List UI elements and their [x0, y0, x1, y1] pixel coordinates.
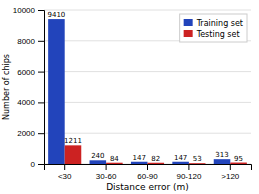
y-tick-mark	[38, 102, 44, 103]
y-tick-mark	[38, 10, 44, 11]
data-label: 147	[174, 154, 187, 162]
data-label: 1211	[64, 137, 82, 145]
legend-box	[180, 14, 247, 42]
x-tick-label: <30	[58, 172, 72, 181]
data-label: 147	[133, 154, 146, 162]
bar	[230, 163, 247, 164]
grid-line	[44, 10, 251, 11]
bar	[65, 145, 82, 164]
y-tick-label: 10000	[13, 6, 36, 15]
bar	[131, 162, 148, 164]
data-label: 9410	[48, 11, 66, 19]
data-label: 84	[110, 155, 119, 163]
data-label: 53	[193, 155, 202, 163]
y-tick: 6000	[17, 68, 44, 77]
x-tick-label: 30-60	[96, 172, 117, 181]
data-label: 82	[151, 155, 160, 163]
y-axis-title: Number of chips	[2, 54, 11, 120]
y-tick-label: 0	[31, 160, 36, 169]
chart: 9410 240 147 147 313 1211 84 82 53 95 <30 30-60 60-9…	[0, 0, 259, 194]
y-tick-label: 8000	[17, 37, 35, 46]
y-tick-label: 6000	[17, 68, 35, 77]
x-axis: <30 30-60 60-90 90-120 >120	[45, 164, 252, 181]
x-tick: <30	[58, 164, 72, 181]
x-tick-label: 60-90	[137, 172, 158, 181]
grid-line	[44, 133, 251, 134]
y-tick: 10000	[13, 6, 44, 15]
y-tick-mark	[38, 72, 44, 73]
y-tick-mark	[38, 41, 44, 42]
x-tick-mark	[64, 164, 65, 170]
data-label: 95	[234, 155, 243, 163]
legend-swatch	[184, 30, 193, 37]
bar	[148, 163, 165, 164]
legend-swatch	[184, 19, 193, 26]
y-tick: 8000	[17, 37, 44, 46]
y-tick-mark	[38, 164, 44, 165]
y-tick-label: 4000	[17, 98, 35, 107]
x-tick-mark	[147, 164, 148, 170]
grid-line	[44, 102, 251, 103]
y-tick: 2000	[17, 129, 44, 138]
x-axis-line	[45, 165, 252, 171]
x-tick: >120	[221, 164, 240, 181]
x-tick-mark	[106, 164, 107, 170]
legend: Training set Testing set	[180, 14, 247, 42]
x-tick: 60-90	[137, 164, 158, 181]
bar	[106, 163, 123, 164]
y-axis-line	[38, 11, 45, 165]
bar	[48, 19, 65, 164]
data-label: 313	[215, 151, 228, 159]
bar	[90, 160, 107, 164]
x-tick-mark	[188, 164, 189, 170]
legend-label: Testing set	[196, 30, 240, 39]
y-tick: 4000	[17, 98, 44, 107]
y-tick: 0	[31, 160, 44, 169]
legend-label: Training set	[196, 19, 243, 28]
x-tick-label: >120	[221, 172, 240, 181]
grid	[44, 10, 251, 164]
y-tick-label: 2000	[17, 129, 35, 138]
data-label: 240	[91, 152, 104, 160]
bar	[214, 159, 231, 164]
data-labels: 9410 240 147 147 313 1211 84 82 53 95	[48, 11, 244, 163]
y-axis: 0 2000 4000 6000 8000 10000	[13, 6, 45, 169]
x-axis-title: Distance error (m)	[106, 182, 189, 192]
y-tick-mark	[38, 133, 44, 134]
plot: 9410 240 147 147 313 1211 84 82 53 95 <30 30-60 60-9…	[13, 6, 252, 181]
x-tick-label: 90-120	[176, 172, 201, 181]
bar	[172, 162, 189, 164]
x-tick: 30-60	[96, 164, 117, 181]
x-tick-mark	[230, 164, 231, 170]
grid-line	[44, 71, 251, 72]
x-tick: 90-120	[176, 164, 201, 181]
